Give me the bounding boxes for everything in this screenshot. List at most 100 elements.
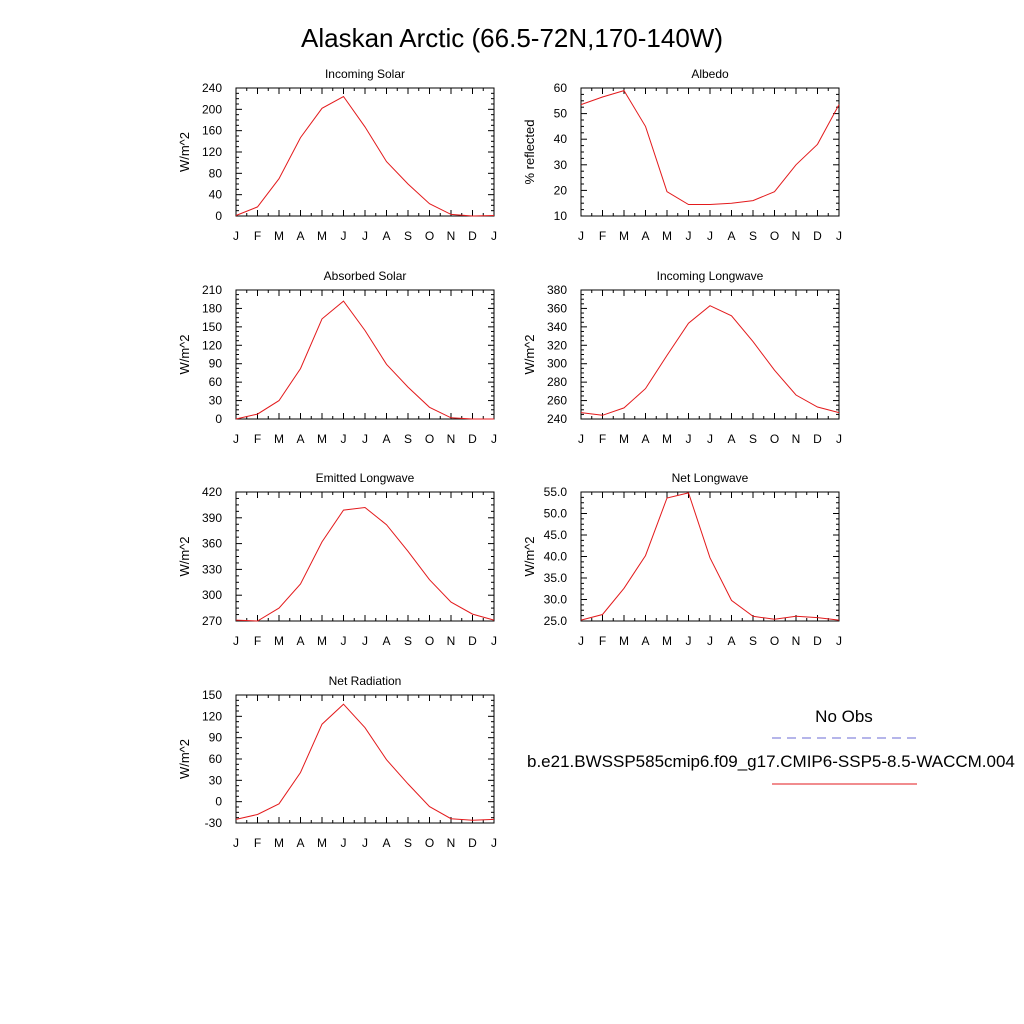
x-tick-label-incoming-longwave: S [749, 432, 757, 446]
x-tick-label-albedo: A [727, 229, 735, 243]
y-tick-label-albedo: 30 [554, 158, 568, 172]
x-tick-label-absorbed-solar: D [468, 432, 477, 446]
x-tick-label-emitted-longwave: A [382, 634, 390, 648]
y-tick-label-absorbed-solar: 30 [209, 394, 223, 408]
x-tick-label-absorbed-solar: A [296, 432, 304, 446]
y-tick-label-emitted-longwave: 360 [202, 537, 222, 551]
legend-model-label: b.e21.BWSSP585cmip6.f09_g17.CMIP6-SSP5-8… [527, 752, 1015, 771]
x-tick-label-incoming-solar: M [317, 229, 327, 243]
legend: No Obs b.e21.BWSSP585cmip6.f09_g17.CMIP6… [527, 707, 1015, 785]
x-tick-label-emitted-longwave: M [274, 634, 284, 648]
x-tick-label-net-radiation: D [468, 836, 477, 850]
x-tick-label-absorbed-solar: J [341, 432, 347, 446]
x-tick-label-albedo: M [619, 229, 629, 243]
x-tick-label-albedo: O [770, 229, 779, 243]
y-axis-label-albedo: % reflected [522, 119, 537, 184]
x-tick-label-incoming-solar: J [341, 229, 347, 243]
y-tick-label-incoming-solar: 120 [202, 145, 222, 159]
x-tick-label-albedo: M [662, 229, 672, 243]
x-tick-label-incoming-longwave: F [599, 432, 606, 446]
x-tick-label-absorbed-solar: O [425, 432, 434, 446]
panel-title-incoming-solar: Incoming Solar [325, 67, 405, 81]
x-tick-label-incoming-solar: J [491, 229, 497, 243]
y-tick-label-net-radiation: 60 [209, 752, 223, 766]
x-tick-label-incoming-solar: F [254, 229, 261, 243]
x-tick-label-absorbed-solar: M [274, 432, 284, 446]
x-tick-label-incoming-longwave: J [578, 432, 584, 446]
x-tick-label-net-longwave: N [792, 634, 801, 648]
x-tick-label-net-radiation: S [404, 836, 412, 850]
x-tick-label-net-longwave: F [599, 634, 606, 648]
x-tick-label-incoming-longwave: J [836, 432, 842, 446]
y-axis-label-absorbed-solar: W/m^2 [177, 334, 192, 374]
x-tick-label-net-radiation: J [233, 836, 239, 850]
y-tick-label-absorbed-solar: 90 [209, 357, 223, 371]
y-tick-label-incoming-longwave: 340 [547, 320, 567, 334]
y-tick-label-incoming-solar: 160 [202, 124, 222, 138]
x-tick-label-net-radiation: A [382, 836, 390, 850]
y-tick-label-net-longwave: 50.0 [544, 507, 568, 521]
x-tick-label-emitted-longwave: D [468, 634, 477, 648]
y-tick-label-albedo: 50 [554, 107, 568, 121]
y-tick-label-absorbed-solar: 150 [202, 320, 222, 334]
y-tick-label-incoming-longwave: 280 [547, 375, 567, 389]
x-tick-label-absorbed-solar: J [233, 432, 239, 446]
y-axis-label-net-radiation: W/m^2 [177, 739, 192, 779]
y-tick-label-incoming-longwave: 240 [547, 412, 567, 426]
x-tick-label-albedo: J [578, 229, 584, 243]
y-tick-label-net-longwave: 40.0 [544, 550, 568, 564]
x-tick-label-absorbed-solar: J [491, 432, 497, 446]
x-tick-label-incoming-longwave: A [641, 432, 649, 446]
series-line-incoming-solar [235, 95, 495, 217]
x-tick-label-net-longwave: J [686, 634, 692, 648]
panel-title-incoming-longwave: Incoming Longwave [657, 269, 764, 283]
panel-title-absorbed-solar: Absorbed Solar [324, 269, 407, 283]
x-tick-label-incoming-solar: D [468, 229, 477, 243]
x-tick-label-albedo: J [686, 229, 692, 243]
x-tick-label-albedo: F [599, 229, 606, 243]
x-tick-label-net-radiation: N [447, 836, 456, 850]
x-tick-label-incoming-longwave: N [792, 432, 801, 446]
x-tick-label-incoming-longwave: J [707, 432, 713, 446]
legend-obs-label: No Obs [815, 707, 873, 726]
x-tick-label-incoming-longwave: J [686, 432, 692, 446]
x-tick-label-incoming-longwave: A [727, 432, 735, 446]
y-tick-label-net-longwave: 25.0 [544, 614, 568, 628]
y-tick-label-net-longwave: 30.0 [544, 593, 568, 607]
x-tick-label-albedo: J [836, 229, 842, 243]
x-tick-label-net-radiation: A [296, 836, 304, 850]
y-tick-label-absorbed-solar: 60 [209, 375, 223, 389]
x-tick-label-incoming-solar: S [404, 229, 412, 243]
y-tick-label-incoming-longwave: 380 [547, 283, 567, 297]
figure-title: Alaskan Arctic (66.5-72N,170-140W) [301, 23, 723, 53]
y-tick-label-incoming-solar: 240 [202, 81, 222, 95]
x-tick-label-incoming-longwave: D [813, 432, 822, 446]
y-tick-label-net-longwave: 45.0 [544, 528, 568, 542]
x-tick-label-albedo: S [749, 229, 757, 243]
y-tick-label-absorbed-solar: 120 [202, 338, 222, 352]
x-tick-label-net-radiation: O [425, 836, 434, 850]
y-tick-label-incoming-solar: 80 [209, 166, 223, 180]
x-tick-label-net-radiation: M [317, 836, 327, 850]
x-tick-label-absorbed-solar: N [447, 432, 456, 446]
y-tick-label-net-longwave: 55.0 [544, 485, 568, 499]
x-tick-label-absorbed-solar: F [254, 432, 261, 446]
panel-title-emitted-longwave: Emitted Longwave [316, 471, 415, 485]
y-tick-label-absorbed-solar: 0 [215, 412, 222, 426]
x-tick-label-incoming-longwave: M [619, 432, 629, 446]
x-tick-label-emitted-longwave: J [362, 634, 368, 648]
x-tick-label-net-longwave: O [770, 634, 779, 648]
y-tick-label-net-radiation: 120 [202, 709, 222, 723]
x-tick-label-incoming-solar: N [447, 229, 456, 243]
x-tick-label-incoming-solar: O [425, 229, 434, 243]
x-tick-label-incoming-solar: A [382, 229, 390, 243]
x-tick-label-net-longwave: A [727, 634, 735, 648]
x-tick-label-net-radiation: J [362, 836, 368, 850]
